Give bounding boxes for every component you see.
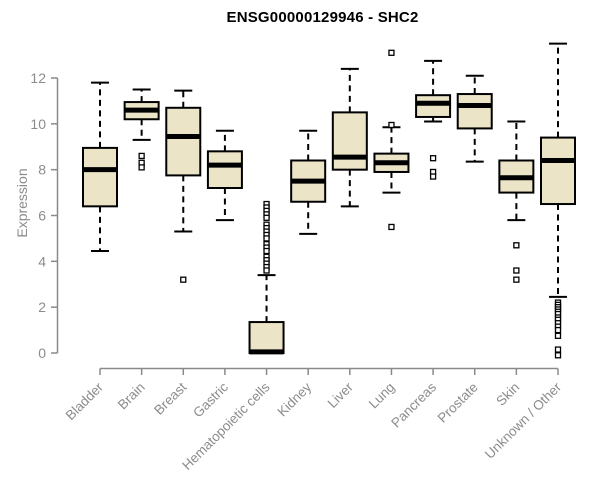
boxplot-breast bbox=[165, 89, 202, 283]
outlier-point bbox=[138, 164, 145, 171]
boxplot-prostate bbox=[456, 74, 493, 163]
x-tick-label-pancreas: Pancreas bbox=[388, 379, 439, 430]
outlier-point bbox=[554, 326, 562, 334]
outlier-point bbox=[513, 276, 520, 283]
x-tick-label-skin: Skin bbox=[493, 380, 522, 409]
y-tick-label: 0 bbox=[38, 345, 46, 361]
y-axis-label: Expression bbox=[14, 168, 30, 238]
iqr-box bbox=[165, 106, 202, 177]
y-tick-label: 6 bbox=[38, 208, 46, 224]
outlier-point bbox=[263, 267, 270, 274]
iqr-box bbox=[248, 321, 285, 354]
iqr-box bbox=[331, 111, 368, 171]
outlier-point bbox=[180, 276, 187, 283]
boxplot-gastric bbox=[206, 129, 243, 222]
outlier-point bbox=[263, 214, 270, 221]
outlier-point bbox=[554, 346, 562, 353]
outlier-point bbox=[138, 152, 145, 160]
iqr-box bbox=[82, 146, 118, 208]
boxplot-lung bbox=[373, 49, 410, 231]
iqr-box bbox=[540, 136, 576, 206]
outlier-point bbox=[513, 267, 520, 274]
outlier-point bbox=[429, 155, 437, 162]
boxplot-kidney bbox=[290, 129, 327, 235]
outlier-point bbox=[554, 352, 562, 359]
outlier-point bbox=[263, 235, 270, 242]
chart-title: ENSG00000129946 - SHC2 bbox=[226, 9, 419, 26]
y-tick-label: 12 bbox=[30, 70, 46, 86]
iqr-box bbox=[415, 94, 452, 118]
x-tick-label-bladder: Bladder bbox=[63, 379, 107, 423]
y-tick-label: 8 bbox=[38, 162, 46, 178]
x-tick-label-kidney: Kidney bbox=[275, 379, 315, 419]
x-tick-label-lung: Lung bbox=[366, 380, 398, 412]
x-tick-label-breast: Breast bbox=[151, 379, 189, 417]
boxplot-hematopoietic-cells bbox=[248, 200, 285, 355]
y-tick-label: 10 bbox=[30, 116, 46, 132]
boxplot-unknown-other bbox=[540, 42, 576, 359]
outlier-point bbox=[388, 49, 395, 56]
boxplot-liver bbox=[331, 67, 368, 208]
outlier-point bbox=[513, 242, 520, 249]
outlier-point bbox=[388, 121, 395, 129]
y-tick-label: 4 bbox=[38, 253, 46, 269]
boxplot-pancreas bbox=[415, 59, 452, 180]
boxplot-bladder bbox=[82, 81, 118, 253]
y-tick-label: 2 bbox=[38, 299, 46, 315]
outlier-point bbox=[429, 173, 437, 180]
x-tick-label-brain: Brain bbox=[115, 380, 148, 413]
outlier-point bbox=[554, 332, 562, 339]
outlier-point bbox=[263, 247, 270, 255]
iqr-box bbox=[206, 150, 243, 189]
boxplot-skin bbox=[498, 120, 535, 283]
x-tick-label-gastric: Gastric bbox=[190, 379, 231, 420]
x-tick-label-liver: Liver bbox=[325, 379, 357, 411]
outlier-point bbox=[388, 223, 395, 231]
iqr-box bbox=[456, 93, 493, 130]
boxplot-brain bbox=[123, 88, 160, 171]
x-tick-label-unknown-other: Unknown / Other bbox=[482, 379, 565, 462]
x-tick-label-prostate: Prostate bbox=[435, 380, 481, 426]
